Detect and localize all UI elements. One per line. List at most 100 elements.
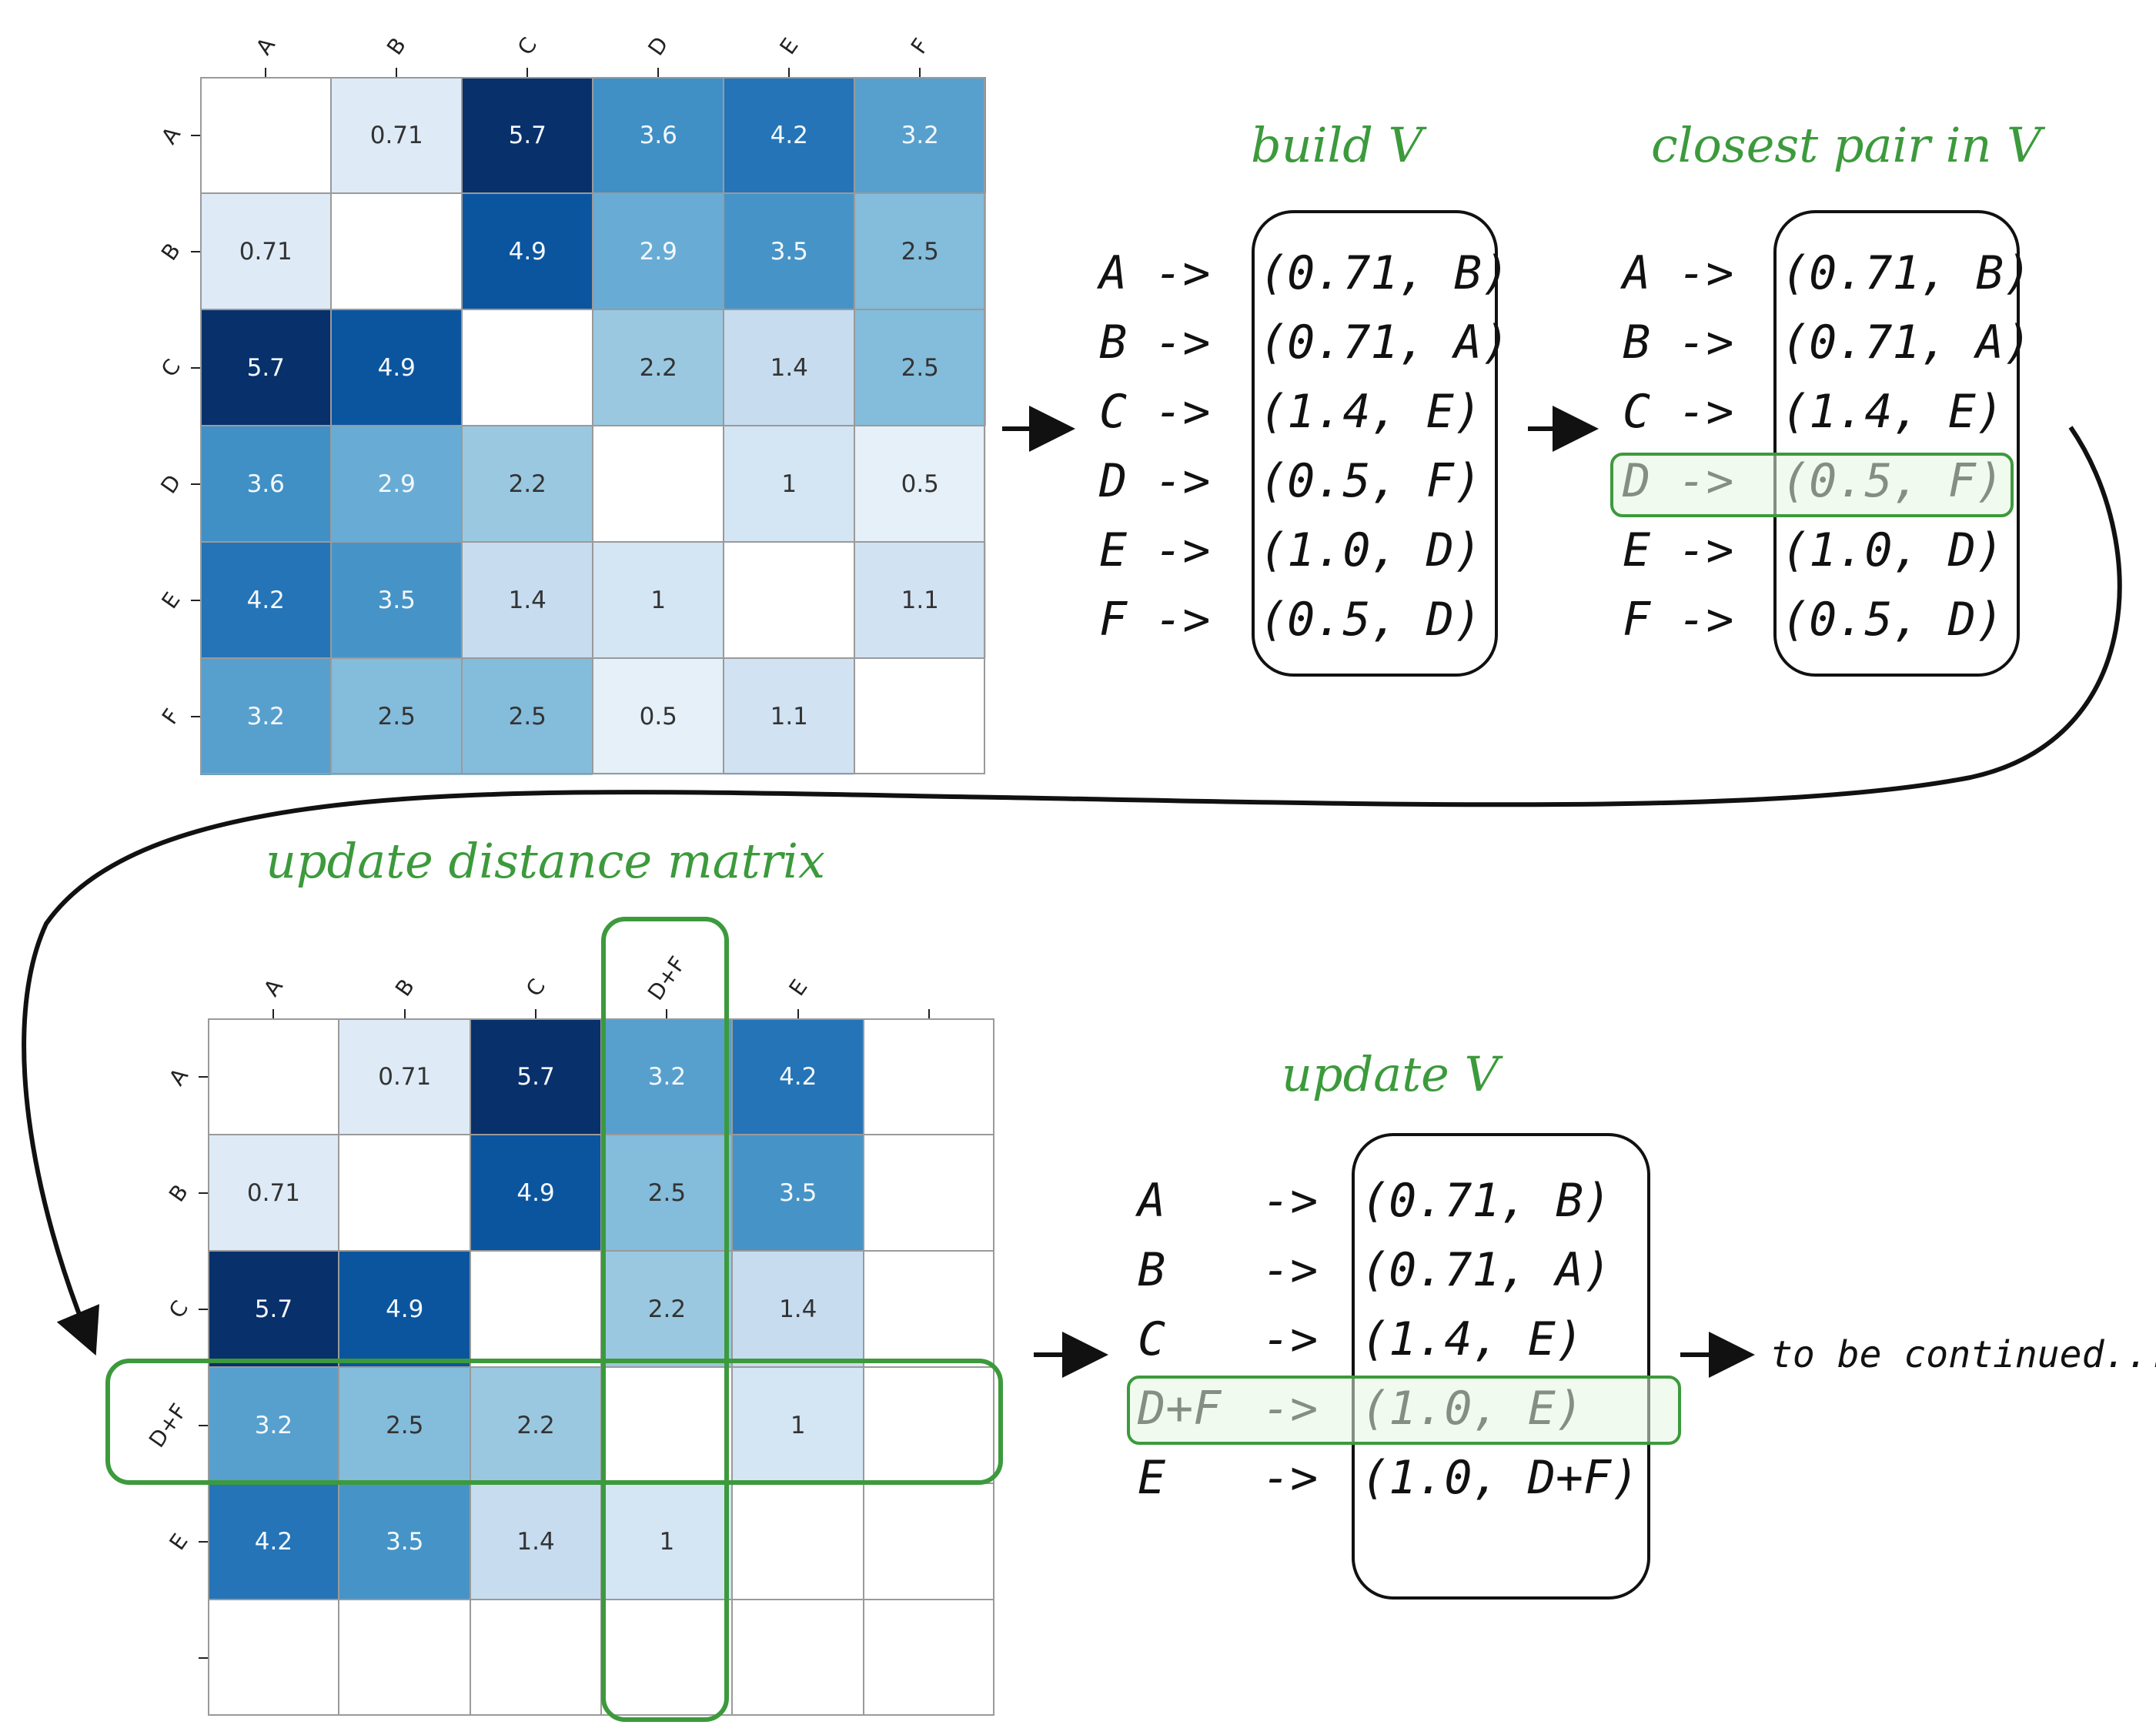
matrix-initial-x-tick [265,68,266,77]
matrix-updated-cell: 4.9 [339,1251,471,1368]
update-v-row-key: E [1138,1451,1166,1505]
update-v-row-value: (1.4, E) [1361,1312,1583,1366]
matrix-initial-x-tick [657,68,659,77]
matrix-updated-cell [470,1251,602,1368]
matrix-updated-y-tick [199,1075,208,1078]
matrix-updated-cell [601,1367,733,1484]
matrix-initial-cell: 2.5 [462,658,593,775]
matrix-initial-cell: 2.2 [462,426,593,543]
matrix-updated-x-tick [534,1009,536,1018]
matrix-updated-cell [863,1367,995,1484]
matrix-updated-cell [732,1483,864,1600]
matrix-initial-cell: 5.7 [200,309,332,426]
build-v-row-key: A -> [1099,246,1211,300]
closest-pair-row-key: C -> [1623,385,1734,439]
matrix-initial-cell: 3.6 [593,77,724,194]
matrix-initial-cell: 2.9 [331,426,463,543]
matrix-initial-cell: 0.71 [331,77,463,194]
matrix-initial-cell: 2.5 [331,658,463,775]
build-v-box [1252,210,1498,677]
matrix-initial-y-tick [191,599,200,601]
update-v-row-value: (0.71, B) [1361,1174,1612,1228]
matrix-updated-cell: 3.2 [208,1367,339,1484]
update-v-row-arrow: -> [1262,1243,1319,1297]
matrix-initial-cell: 2.5 [854,193,986,310]
matrix-initial-gridline [723,77,724,774]
matrix-updated-cell: 3.2 [601,1018,733,1135]
matrix-updated-cell: 1 [732,1367,864,1484]
closest-pair-row-value: (1.0, D) [1781,523,2004,577]
matrix-initial-cell: 4.9 [462,193,593,310]
matrix-initial-cell [200,77,332,194]
update-v-row-value: (0.71, A) [1361,1243,1612,1297]
closest-pair-highlight [1610,453,2014,517]
closest-pair-row-key: A -> [1623,246,1734,300]
matrix-initial-cell: 4.2 [200,542,332,659]
matrix-updated-x-tick [272,1009,275,1018]
update-v-row-key: C [1138,1312,1166,1366]
matrix-updated-cell: 4.2 [732,1018,864,1135]
matrix-updated-x-tick [666,1009,668,1018]
matrix-updated-cell: 4.2 [208,1483,339,1600]
matrix-updated-cell: 5.7 [470,1018,602,1135]
closest-pair-row-key: B -> [1623,316,1734,369]
matrix-initial-cell: 4.9 [331,309,463,426]
matrix-initial-cell: 3.2 [854,77,986,194]
closest-pair-title: closest pair in V [1651,117,2041,173]
matrix-initial-y-tick [191,250,200,252]
matrix-updated-x-tick [403,1009,406,1018]
build-v-row-value: (0.71, A) [1259,316,1510,369]
matrix-initial-cell: 5.7 [462,77,593,194]
matrix-updated-cell [863,1483,995,1600]
matrix-initial-x-tick [396,68,397,77]
matrix-initial-cell: 1.1 [854,542,986,659]
matrix-initial-cell: 1.1 [724,658,855,775]
matrix-initial-gridline [854,77,855,774]
matrix-updated-cell [863,1251,995,1368]
closest-pair-row-value: (0.71, A) [1781,316,2032,369]
matrix-updated-cell [208,1018,339,1135]
build-v-row-value: (0.5, D) [1259,593,1482,647]
build-v-row-value: (1.4, E) [1259,385,1482,439]
matrix-updated-cell: 3.5 [339,1483,471,1600]
matrix-updated-cell [339,1135,471,1252]
update-v-row-value: (1.0, D+F) [1361,1451,1640,1505]
build-v-row-key: E -> [1099,523,1211,577]
matrix-initial-cell: 3.6 [200,426,332,543]
update-matrix-title: update distance matrix [266,833,825,889]
matrix-updated-cell [863,1135,995,1252]
update-v-title: update V [1282,1046,1499,1102]
matrix-initial-y-tick [191,483,200,485]
matrix-initial-gridline [200,425,985,426]
matrix-initial-cell [593,426,724,543]
matrix-initial-x-tick [788,68,790,77]
matrix-updated-cell: 0.71 [208,1135,339,1252]
matrix-updated-cell: 2.2 [470,1367,602,1484]
matrix-updated-y-tick [199,1308,208,1310]
matrix-updated-cell: 2.5 [601,1135,733,1252]
update-v-highlight [1127,1376,1681,1445]
closest-pair-row-value: (1.4, E) [1781,385,2004,439]
matrix-updated-x-tick [797,1009,799,1018]
matrix-updated-cell [601,1600,733,1717]
matrix-initial-cell: 3.5 [724,193,855,310]
matrix-updated-gridline [862,1018,864,1716]
matrix-initial-y-tick [191,134,200,136]
matrix-initial-cell: 3.2 [200,658,332,775]
matrix-updated-cell: 4.9 [470,1135,602,1252]
closest-pair-row-key: F -> [1623,593,1734,647]
matrix-updated-cell [470,1600,602,1717]
matrix-col-highlight [601,917,729,1722]
matrix-initial-cell: 1.4 [462,542,593,659]
matrix-initial-gridline [200,541,985,543]
to-be-continued-label: to be continued... [1770,1333,2156,1376]
matrix-initial-x-tick [526,68,528,77]
matrix-updated-y-tick [199,1424,208,1426]
matrix-initial-cell: 0.5 [593,658,724,775]
update-v-row-arrow: -> [1262,1174,1319,1228]
matrix-updated-cell: 0.71 [339,1018,471,1135]
update-v-row-arrow: -> [1262,1451,1319,1505]
matrix-updated-x-tick [928,1009,930,1018]
build-v-row-key: F -> [1099,593,1211,647]
build-v-row-value: (1.0, D) [1259,523,1482,577]
